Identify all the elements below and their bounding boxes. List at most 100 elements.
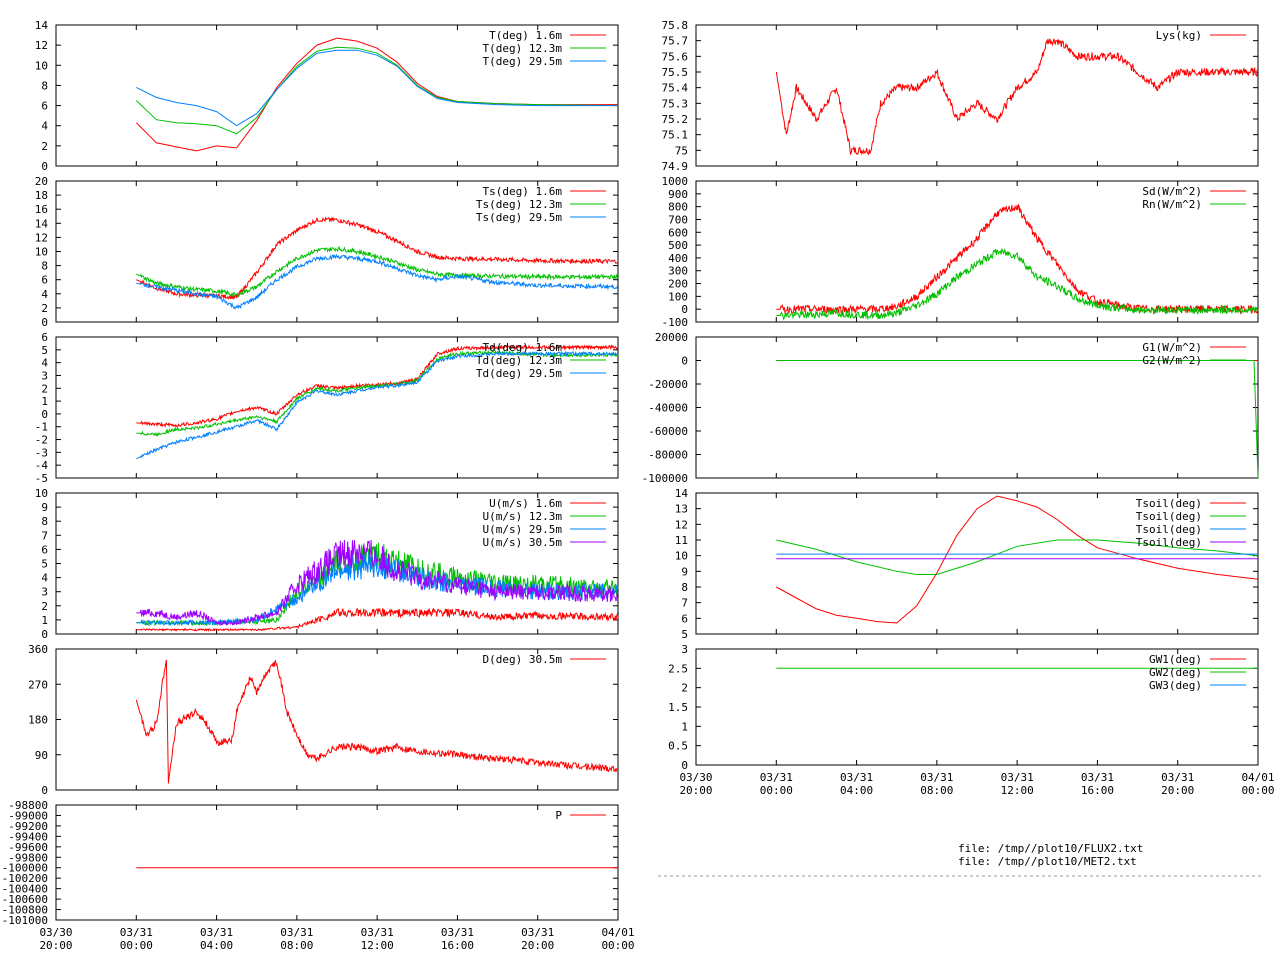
y-tick-label: 1 [681, 720, 688, 733]
y-tick-label: 6 [41, 543, 48, 556]
y-tick-label: -100000 [2, 862, 48, 875]
y-tick-label: 2 [41, 600, 48, 613]
y-tick-label: -100600 [2, 893, 48, 906]
legend-label: T(deg) 12.3m [483, 42, 563, 55]
x-tick-label: 20:00 [39, 939, 72, 952]
y-tick-label: -100200 [2, 872, 48, 885]
x-tick-label: 00:00 [1241, 784, 1274, 797]
legend-label: Tsoil(deg) [1136, 523, 1202, 536]
legend-label: U(m/s) 1.6m [489, 497, 562, 510]
y-tick-label: 0 [681, 759, 688, 772]
y-tick-label: -100000 [642, 472, 688, 485]
y-tick-label: -99600 [8, 841, 48, 854]
x-tick-label: 08:00 [280, 939, 313, 952]
y-tick-label: 700 [668, 213, 688, 226]
y-tick-label: 2 [41, 302, 48, 315]
y-tick-label: 75.1 [662, 129, 689, 142]
y-tick-label: 4 [41, 120, 48, 133]
y-tick-label: 10 [675, 550, 688, 563]
x-tick-label: 03/31 [200, 926, 233, 939]
y-tick-label: 9 [41, 501, 48, 514]
plot-frame [55, 24, 619, 167]
y-tick-label: 14 [35, 19, 49, 32]
y-tick-label: 75.3 [662, 97, 689, 110]
x-tick-label: 03/31 [920, 771, 953, 784]
y-tick-label: -100 [662, 316, 689, 329]
x-tick-label: 03/31 [120, 926, 153, 939]
y-tick-label: -4 [35, 459, 49, 472]
y-tick-label: 5 [41, 344, 48, 357]
legend-label: Lys(kg) [1156, 29, 1202, 42]
y-tick-label: 10 [35, 487, 48, 500]
y-tick-label: 0 [41, 160, 48, 173]
y-tick-label: 75.7 [662, 35, 689, 48]
y-tick-label: -99400 [8, 830, 48, 843]
series-line [136, 539, 619, 626]
y-tick-label: 74.9 [662, 160, 689, 173]
x-tick-label: 16:00 [441, 939, 474, 952]
y-tick-label: 16 [35, 203, 48, 216]
y-tick-label: 6 [41, 331, 48, 344]
y-tick-label: -1 [35, 421, 48, 434]
y-tick-label: -20000 [648, 378, 688, 391]
y-tick-label: 0.5 [668, 740, 688, 753]
x-tick-label: 04:00 [840, 784, 873, 797]
y-tick-label: 270 [28, 678, 48, 691]
y-tick-label: 400 [668, 252, 688, 265]
y-tick-label: 90 [35, 749, 48, 762]
x-tick-label: 03/30 [679, 771, 712, 784]
y-tick-label: 9 [681, 565, 688, 578]
x-tick-label: 00:00 [120, 939, 153, 952]
y-tick-label: 8 [681, 581, 688, 594]
y-tick-label: 10 [35, 246, 48, 259]
chart-soil-temp: 567891011121314Tsoil(deg)Tsoil(deg)Tsoil… [675, 487, 1259, 641]
x-tick-label: 20:00 [521, 939, 554, 952]
series-line [776, 495, 1259, 624]
y-tick-label: 2 [41, 140, 48, 153]
y-tick-label: 1 [41, 614, 48, 627]
y-tick-label: -5 [35, 472, 48, 485]
legend-label: U(m/s) 29.5m [483, 523, 563, 536]
y-tick-label: 1000 [662, 175, 689, 188]
y-tick-label: -80000 [648, 449, 688, 462]
series-line [136, 253, 619, 310]
y-tick-label: 0 [41, 784, 48, 797]
y-tick-label: -100800 [2, 904, 48, 917]
y-tick-label: 600 [668, 226, 688, 239]
legend-label: Td(deg) 29.5m [476, 367, 562, 380]
y-tick-label: -99800 [8, 851, 48, 864]
y-tick-label: 75.4 [662, 82, 689, 95]
legend-label: D(deg) 30.5m [483, 653, 563, 666]
x-tick-label: 03/31 [840, 771, 873, 784]
x-tick-label: 03/31 [1161, 771, 1194, 784]
x-tick-label: 04/01 [601, 926, 634, 939]
x-tick-label: 12:00 [361, 939, 394, 952]
plot-frame [695, 492, 1259, 635]
y-tick-label: 0 [41, 628, 48, 641]
chart-soil-heat: -100000 -80000 -60000 -40000 -20000 0 20000 G1(… [642, 331, 1259, 485]
series-line [776, 248, 1259, 321]
series-line [776, 203, 1259, 315]
legend-label: GW2(deg) [1149, 666, 1202, 679]
legend-label: G2(W/m^2) [1142, 354, 1202, 367]
y-tick-label: 14 [675, 487, 689, 500]
legend-label: Tsoil(deg) [1136, 497, 1202, 510]
y-tick-label: 75.5 [662, 66, 689, 79]
legend-label: Td(deg) 1.6m [483, 341, 563, 354]
y-tick-label: 10 [35, 59, 48, 72]
file-label: file: /tmp//plot10/FLUX2.txt [958, 842, 1143, 855]
legend-label: GW3(deg) [1149, 679, 1202, 692]
chart-lys: 74.9 75 75.1 75.2 75.3 75.4 75.5 75.6 75.7 75.8 Ly… [662, 19, 1259, 173]
x-tick-label: 08:00 [920, 784, 953, 797]
y-tick-label: -40000 [648, 402, 688, 415]
x-tick-label: 20:00 [679, 784, 712, 797]
x-tick-label: 03/31 [760, 771, 793, 784]
y-tick-label: 75.2 [662, 113, 689, 126]
y-tick-label: 3 [681, 643, 688, 656]
plot-frame [55, 804, 619, 921]
x-tick-label: 04/01 [1241, 771, 1274, 784]
x-tick-label: 03/31 [441, 926, 474, 939]
